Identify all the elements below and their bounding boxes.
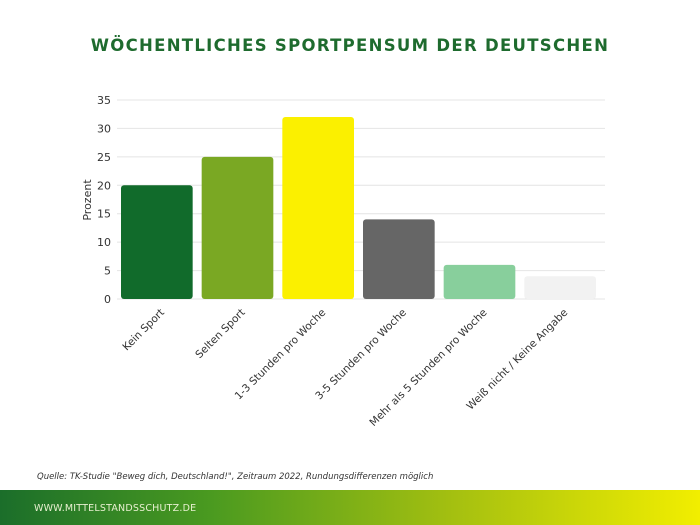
bar-chart: 0 5 10 15 20 25 30 35 Prozent Kein Sport Selten … <box>81 94 605 429</box>
gridlines <box>117 99 605 300</box>
bar <box>121 185 193 299</box>
y-tick-label: 20 <box>97 179 111 192</box>
bars <box>121 117 596 299</box>
x-tick-label: Selten Sport <box>193 307 247 361</box>
y-tick-label: 35 <box>97 94 111 107</box>
bar <box>524 276 596 299</box>
bar <box>443 264 516 299</box>
chart-title: WÖCHENTLICHES SPORTPENSUM DER DEUTSCHEN <box>90 36 610 55</box>
bar <box>201 156 274 299</box>
bar <box>282 117 354 299</box>
source-note: Quelle: TK-Studie "Beweg dich, Deutschla… <box>37 472 434 482</box>
x-tick-label: 1-3 Stunden pro Woche <box>233 307 329 403</box>
y-tick-label: 0 <box>104 293 111 306</box>
x-tick-label: 3-5 Stunden pro Woche <box>313 307 409 403</box>
footer-url[interactable]: WWW.MITTELSTANDSSCHUTZ.DE <box>34 503 197 514</box>
y-tick-label: 25 <box>97 151 111 164</box>
footer-banner: WWW.MITTELSTANDSSCHUTZ.DE <box>0 490 700 525</box>
y-tick-label: 5 <box>104 265 111 278</box>
y-tick-label: 30 <box>97 122 111 135</box>
x-tick-label: Kein Sport <box>120 307 167 354</box>
bar <box>363 219 435 299</box>
y-axis-label: Prozent <box>81 179 94 221</box>
y-tick-label: 15 <box>97 208 111 221</box>
y-tick-label: 10 <box>97 236 111 249</box>
y-axis-ticks: 0 5 10 15 20 25 30 35 <box>97 94 111 306</box>
